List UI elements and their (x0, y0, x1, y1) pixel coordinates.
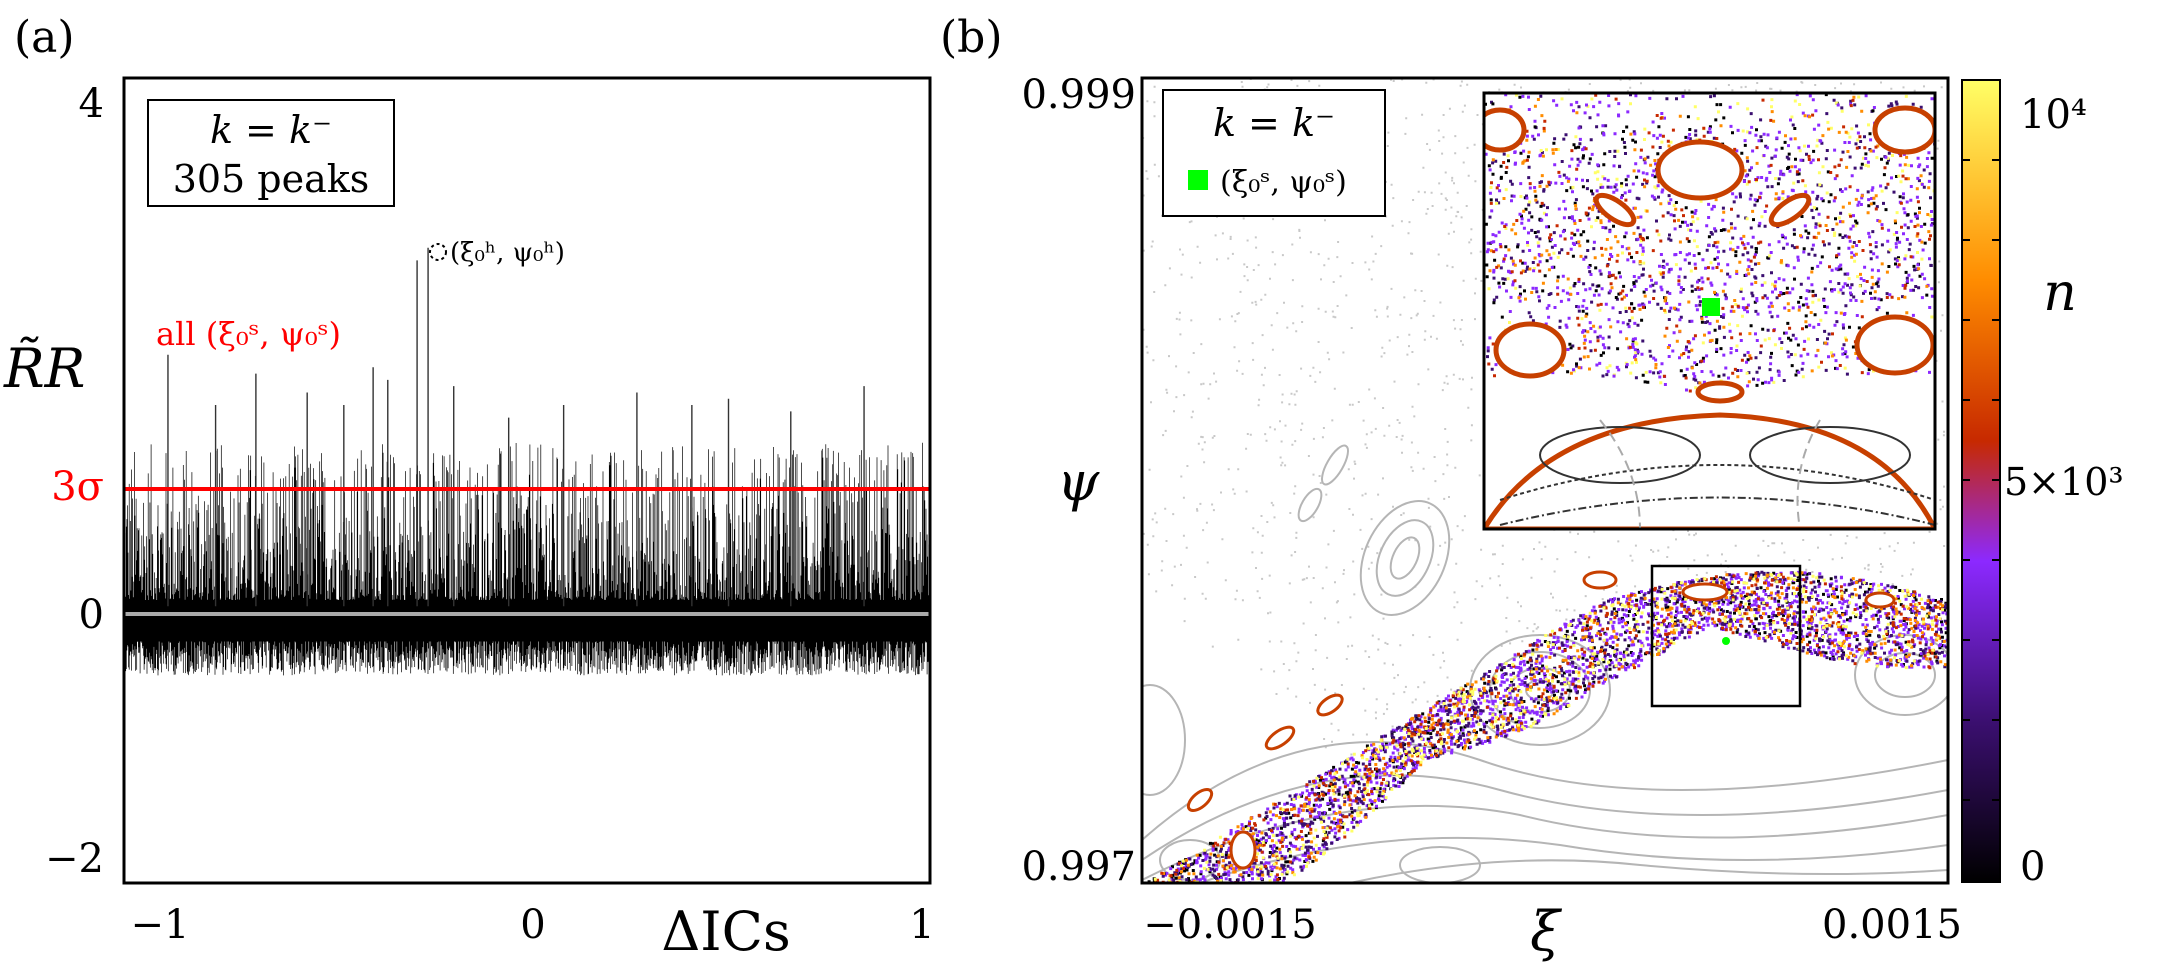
colorbar-tick-label: 0 (2020, 844, 2045, 890)
chaos-dot (1152, 571, 1948, 883)
marker-point-small (1722, 637, 1730, 645)
ytick-label: 0 (79, 592, 104, 638)
all-sites-label: all (ξ₀ˢ, ψ₀ˢ) (156, 315, 341, 353)
y-axis-label-b: ψ (1057, 450, 1100, 513)
highlighted-peak-label: (ξ₀ʰ, ψ₀ʰ) (450, 238, 565, 268)
legend-box-b (1162, 89, 1386, 217)
colorbar-label: n (2043, 263, 2077, 323)
xtick-label: −0.0015 (1143, 902, 1316, 948)
zoom-region-box (1650, 564, 1802, 708)
panel-a: (a) 4 0 −2 3σ R̃R −1 0 1 ΔICs k = k⁻ 305… (3, 12, 935, 963)
legend-k-label-b: k = k⁻ (1213, 101, 1335, 145)
chaotic-sea-orbit (1146, 570, 1948, 883)
threshold-tick-label: 3σ (51, 464, 104, 510)
xtick-label: 0.0015 (1822, 902, 1962, 948)
ytick-label: 0.997 (1021, 844, 1136, 890)
legend-marker-swatch (1188, 170, 1208, 190)
xtick-label: −1 (131, 902, 190, 948)
colorbar-tick-label: 10⁴ (2020, 92, 2087, 138)
x-axis-label-b: ξ (1530, 900, 1562, 963)
rr-spike-series (124, 247, 930, 676)
xtick-label: 1 (909, 902, 934, 948)
inset-frame (1482, 91, 1937, 531)
inset-dashed-guides (1599, 419, 1821, 529)
ytick-label: 0.999 (1021, 72, 1136, 118)
panel-b-label: (b) (940, 12, 1003, 63)
y-axis-label: R̃R (3, 336, 85, 400)
legend-box-a (147, 99, 395, 207)
plot-frame-a (122, 76, 932, 885)
colorbar-tick-label: 5×10³ (2004, 460, 2124, 504)
ytick-label: 4 (79, 81, 104, 127)
inset-marker-square (1702, 298, 1720, 316)
plot-frame-b (1140, 76, 1950, 885)
panel-a-label: (a) (14, 12, 75, 63)
inset-islands (1484, 105, 1935, 529)
legend-k-label: k = k⁻ (210, 108, 332, 152)
legend-marker-label: (ξ₀ˢ, ψ₀ˢ) (1220, 165, 1347, 200)
highlighted-peak-marker (429, 243, 447, 261)
baseline-noise-band (124, 606, 930, 642)
inset-chaos-dot (1486, 93, 1935, 390)
zoom-inset (1482, 91, 1937, 531)
x-axis-label: ΔICs (661, 900, 790, 963)
stability-islands (1186, 570, 1896, 870)
panel-b: (b) (940, 12, 2124, 963)
xtick-label: 0 (520, 902, 545, 948)
inset-kam-curves (1499, 426, 1935, 526)
legend-peaks-count: 305 peaks (173, 157, 370, 201)
colorbar-ticks (1962, 159, 2000, 801)
ytick-label: −2 (45, 836, 104, 882)
